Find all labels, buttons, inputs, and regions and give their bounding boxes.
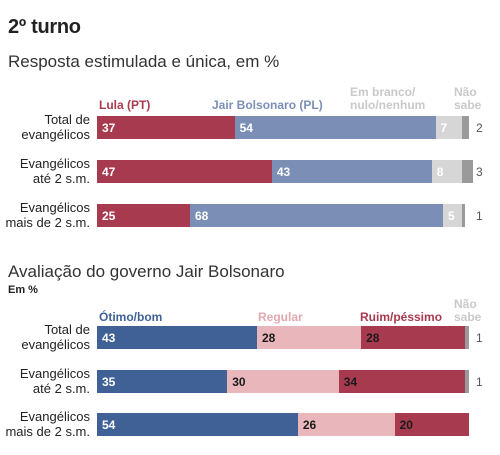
chart1-legend-nao-sabe: Não sabe bbox=[454, 85, 482, 112]
chart1-data-label: 54 bbox=[239, 120, 253, 135]
chart2-unit: Em % bbox=[8, 284, 38, 296]
chart1-legend-em-branco-nulo-nenhum: Em branco/ nulo/nenhum bbox=[350, 85, 426, 112]
chart1-bar-jair-bolsonaro-pl bbox=[190, 204, 443, 227]
chart1-row-label: Evangélicos mais de 2 s.m. bbox=[5, 200, 90, 230]
chart2-bar-ruim-pessimo bbox=[338, 370, 466, 393]
chart1-bar-em-branco-nulo-nenhum bbox=[435, 116, 462, 139]
chart1-row-label: Total de evangélicos bbox=[21, 112, 90, 142]
chart2-data-label: 34 bbox=[343, 374, 358, 389]
chart2-bar-row: 43 28 28 bbox=[97, 326, 469, 349]
chart1-bar-em-branco-nulo-nenhum bbox=[442, 204, 462, 227]
chart1-bar-lula-pt bbox=[97, 160, 272, 183]
chart2-row-label: Evangélicos até 2 s.m. bbox=[19, 366, 90, 396]
chart2-data-label: 28 bbox=[366, 330, 380, 345]
chart1-bar-row: 25 68 5 bbox=[97, 204, 469, 227]
chart2-title: Avaliação do governo Jair Bolsonaro bbox=[8, 262, 285, 281]
chart1-bar-nao-sabe bbox=[461, 160, 473, 183]
chart1-data-label-nao-sabe: 3 bbox=[476, 165, 483, 179]
chart1-legend-jair-bolsonaro-pl: Jair Bolsonaro (PL) bbox=[212, 98, 323, 112]
chart1-bar-jair-bolsonaro-pl bbox=[234, 116, 436, 139]
chart2-data-label-nao-sabe: 1 bbox=[476, 331, 483, 345]
chart2-bar-nao-sabe bbox=[465, 370, 469, 393]
chart1-bar-em-branco-nulo-nenhum bbox=[431, 160, 462, 183]
chart2-data-label: 20 bbox=[399, 417, 413, 432]
chart2-bar-otimo-bom bbox=[97, 370, 228, 393]
chart2-bar-regular bbox=[297, 413, 395, 436]
chart1-data-label: 47 bbox=[102, 164, 116, 179]
chart1-bar-nao-sabe bbox=[461, 204, 466, 227]
chart2-legend-otimo-bom: Ótimo/bom bbox=[99, 310, 163, 324]
chart2-data-label: 26 bbox=[302, 417, 317, 432]
chart2-bar-otimo-bom bbox=[97, 413, 298, 436]
chart2-bar-otimo-bom bbox=[97, 326, 257, 349]
chart2-legend-regular: Regular bbox=[258, 310, 303, 324]
chart2-bar-nao-sabe bbox=[465, 326, 469, 349]
chart1-bar-row: 47 43 8 bbox=[97, 160, 473, 183]
chart1-row-label: Evangélicos até 2 s.m. bbox=[19, 156, 90, 186]
chart1-data-label: 37 bbox=[102, 120, 116, 135]
chart1-data-label: 5 bbox=[447, 208, 455, 223]
chart2-data-label: 35 bbox=[102, 374, 116, 389]
chart1-title: Resposta estimulada e única, em % bbox=[8, 52, 280, 71]
chart2-row-label: Evangélicos mais de 2 s.m. bbox=[5, 409, 90, 439]
chart2-bar-ruim-pessimo bbox=[394, 413, 469, 436]
chart1-data-label-nao-sabe: 1 bbox=[476, 209, 483, 223]
chart2-bar-row: 54 26 20 bbox=[97, 413, 469, 436]
chart1-bar-lula-pt bbox=[97, 116, 235, 139]
page-title: 2º turno bbox=[8, 16, 81, 38]
chart1-data-label: 25 bbox=[102, 208, 116, 223]
chart1-data-label: 7 bbox=[440, 120, 448, 135]
chart2-bar-regular bbox=[256, 326, 362, 349]
chart1-bar-jair-bolsonaro-pl bbox=[271, 160, 432, 183]
chart2-data-label: 54 bbox=[102, 417, 116, 432]
chart2-bar-regular bbox=[227, 370, 339, 393]
chart2-row-label: Total de evangélicos bbox=[21, 322, 90, 352]
chart2-data-label: 43 bbox=[102, 330, 116, 345]
chart1-data-label-nao-sabe: 2 bbox=[476, 121, 483, 135]
chart2-data-label: 28 bbox=[261, 330, 276, 345]
chart2-data-label: 30 bbox=[232, 374, 246, 389]
chart2-data-label-nao-sabe: 1 bbox=[476, 375, 483, 389]
chart1-bar-nao-sabe bbox=[461, 116, 469, 139]
chart2-legend-ruim-pessimo: Ruim/péssimo bbox=[360, 310, 443, 324]
chart1-legend-lula-pt: Lula (PT) bbox=[99, 98, 151, 112]
chart1-bar-lula-pt bbox=[97, 204, 190, 227]
chart2-bar-row: 35 30 34 bbox=[97, 370, 469, 393]
chart2-legend-nao-sabe: Não sabe bbox=[454, 297, 482, 324]
chart1-data-label: 8 bbox=[436, 164, 444, 179]
chart1-bar-row: 37 54 7 bbox=[97, 116, 469, 139]
chart1-data-label: 68 bbox=[195, 208, 209, 223]
chart1-data-label: 43 bbox=[276, 164, 291, 179]
chart2-bar-ruim-pessimo bbox=[361, 326, 466, 349]
